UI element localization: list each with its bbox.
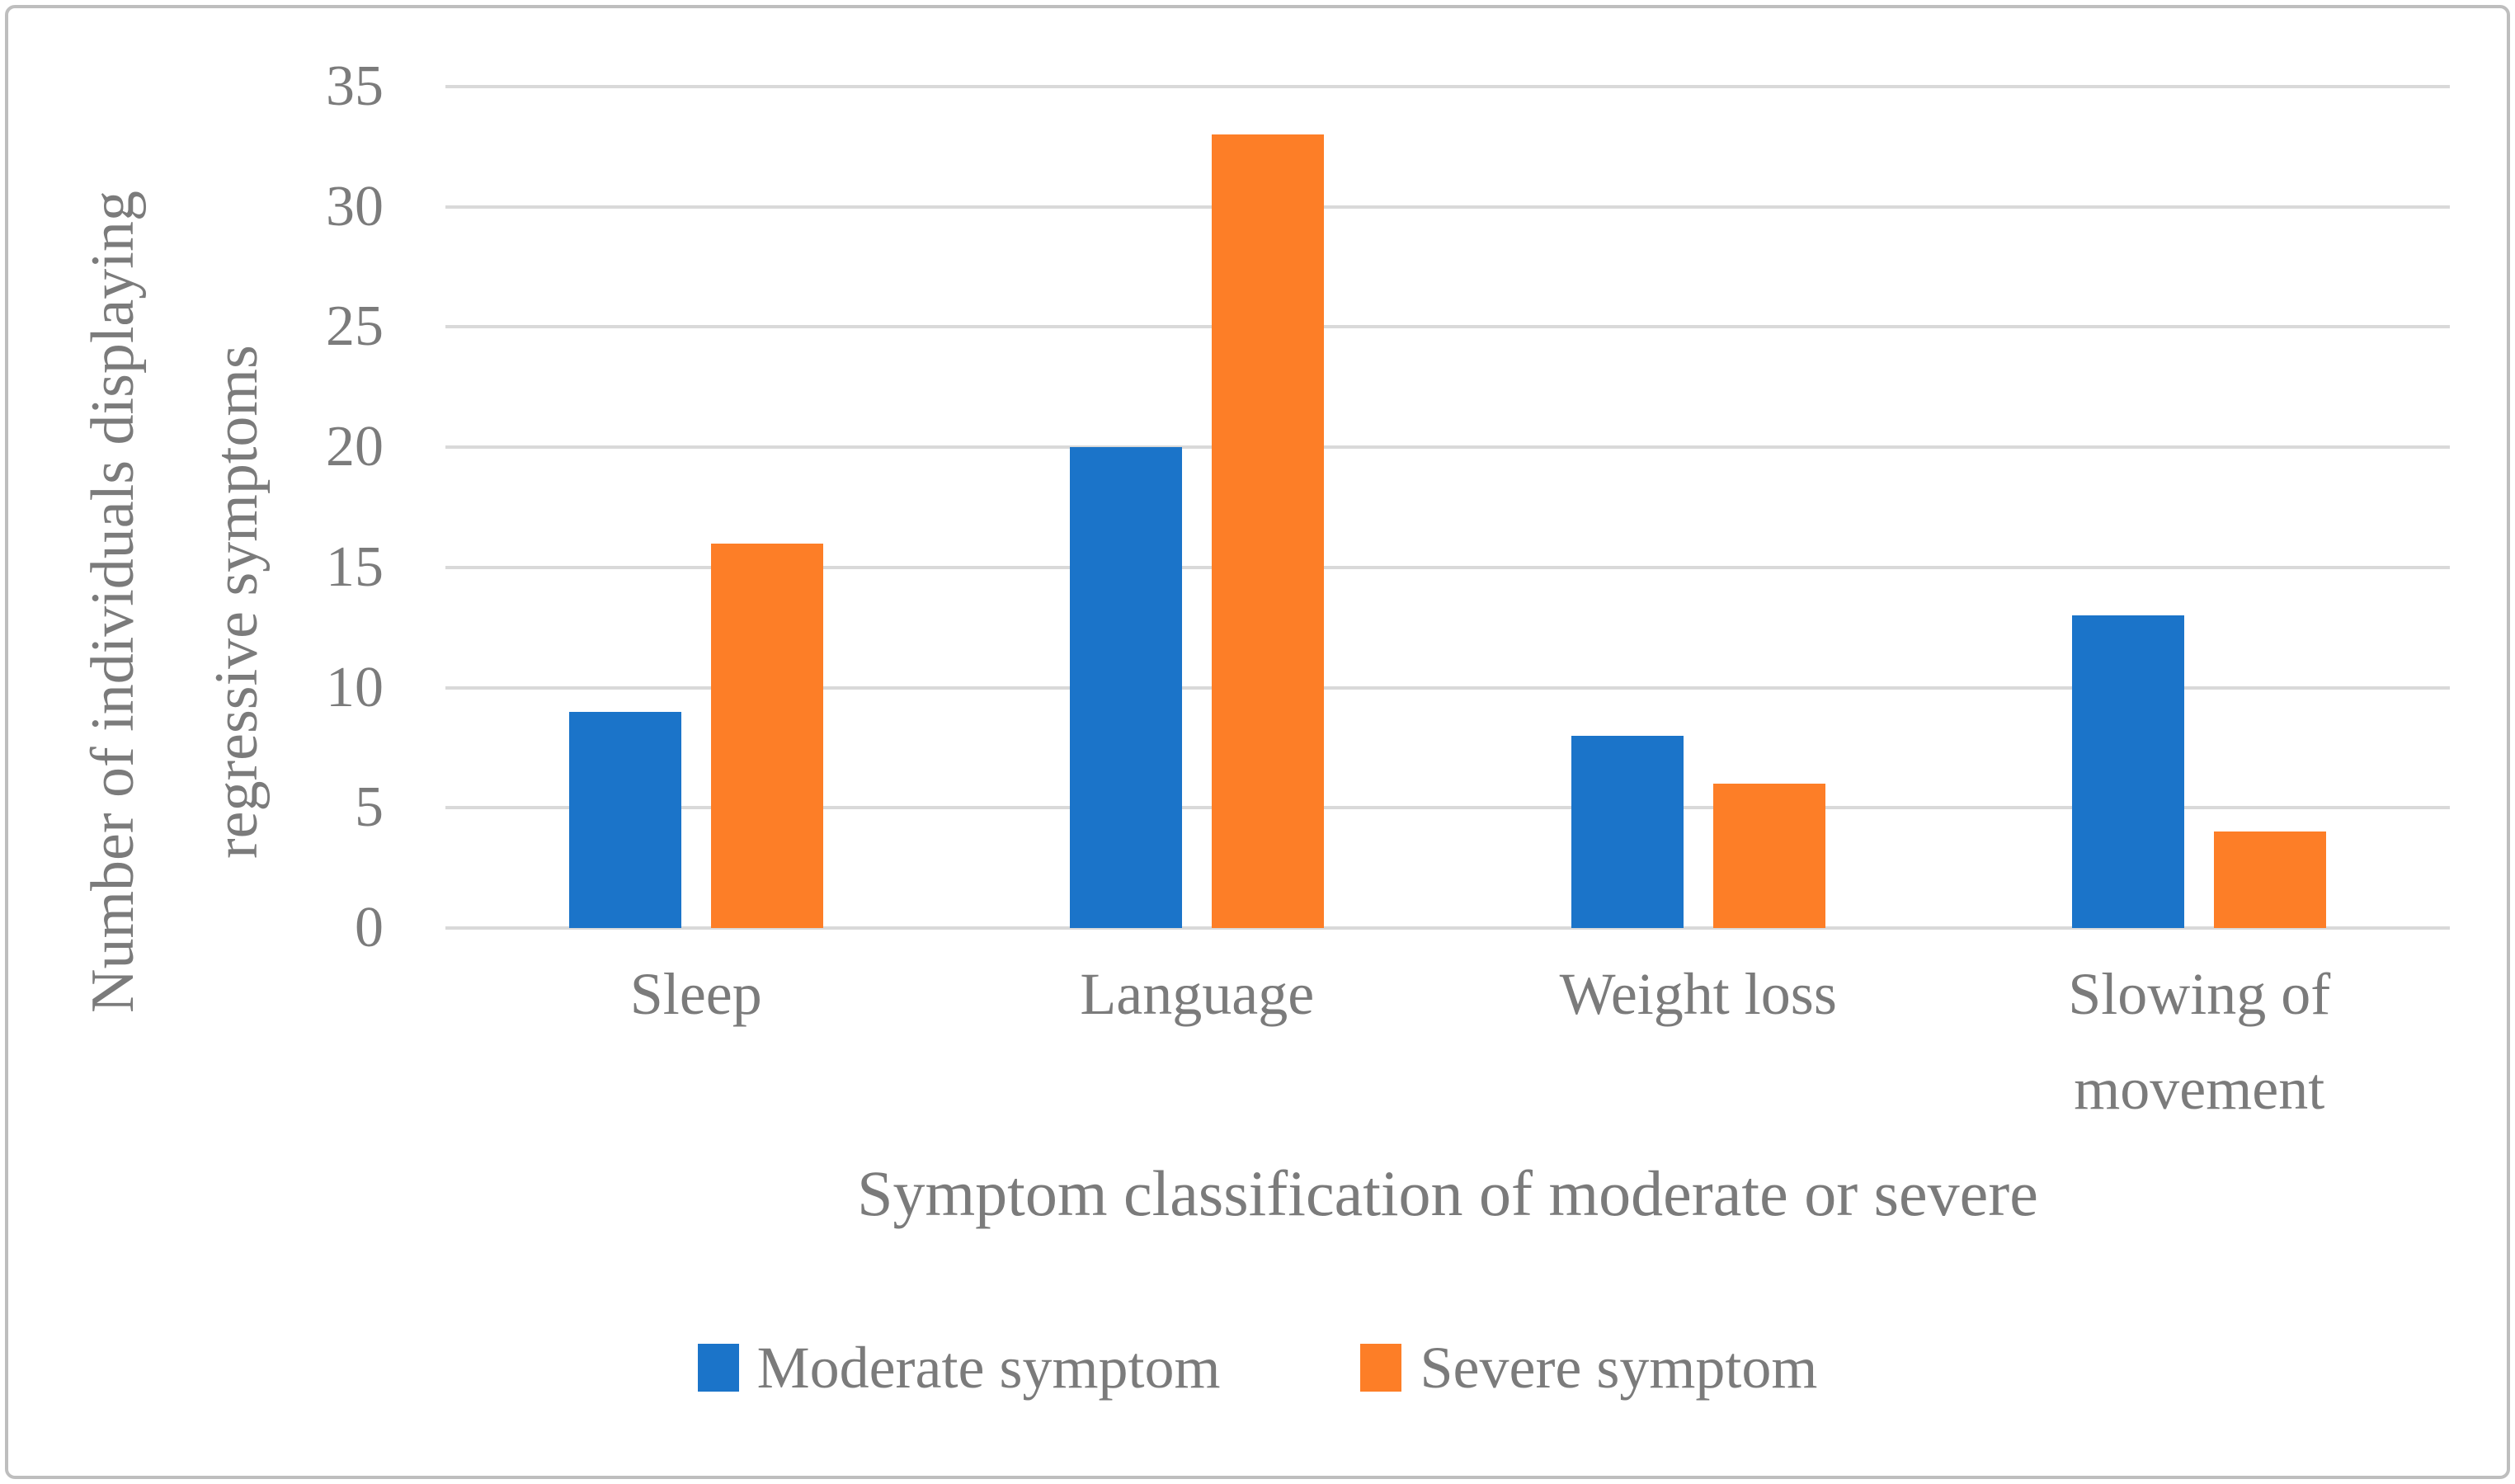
bar-moderate-symptom-3 — [2072, 615, 2185, 928]
x-category-labels: Sleep Language Weight loss Slowing of movem… — [445, 947, 2450, 1137]
bar-severe-symptom-0 — [710, 543, 823, 928]
bar-moderate-symptom-0 — [568, 711, 681, 928]
y-tick-label-15: 15 — [326, 535, 384, 599]
x-axis-title: Symptom classification of moderate or se… — [857, 1157, 2038, 1229]
bar-severe-symptom-3 — [2214, 832, 2327, 928]
gridline-y-35 — [445, 85, 2450, 88]
x-category-label-2: Weight loss — [1559, 961, 1837, 1027]
y-tick-label-0: 0 — [355, 896, 384, 959]
x-category-label-0: Sleep — [629, 961, 762, 1027]
gridline-y-15 — [445, 565, 2450, 569]
y-tick-label-20: 20 — [326, 415, 384, 479]
legend-swatch-icon — [697, 1344, 739, 1392]
x-category-label-3: Slowing of movement — [2068, 961, 2331, 1123]
bar-severe-symptom-1 — [1212, 134, 1325, 928]
gridline-y-5 — [445, 806, 2450, 810]
x-category-label-1: Language — [1080, 961, 1315, 1027]
gridline-y-20 — [445, 445, 2450, 450]
bar-moderate-symptom-2 — [1571, 735, 1684, 928]
gridline-y-25 — [445, 325, 2450, 329]
bar-group-2 — [1448, 87, 1949, 928]
bar-moderate-symptom-1 — [1070, 447, 1183, 928]
y-tick-label-25: 25 — [326, 294, 384, 359]
y-tick-label-35: 35 — [326, 54, 384, 118]
bar-group-1 — [947, 87, 1448, 928]
y-tick-label-10: 10 — [326, 655, 384, 719]
legend-label: Moderate symptom — [756, 1335, 1221, 1401]
chart-legend: Moderate symptom Severe symptom — [8, 1338, 2507, 1397]
chart-figure: Number of individuals displaying regress… — [5, 5, 2510, 1479]
legend-label: Severe symptom — [1420, 1335, 1818, 1401]
legend-item-severe-symptom: Severe symptom — [1360, 1338, 1817, 1397]
bar-group-0 — [445, 87, 947, 928]
y-axis-tick-labels: 0 5 10 15 20 25 30 35 — [198, 58, 384, 957]
y-tick-label-5: 5 — [355, 775, 384, 840]
bar-severe-symptom-2 — [1712, 784, 1825, 928]
y-tick-label-30: 30 — [326, 174, 384, 238]
legend-item-moderate-symptom: Moderate symptom — [697, 1335, 1221, 1401]
gridline-y-10 — [445, 685, 2450, 690]
gridline-y-0 — [445, 926, 2450, 930]
legend-swatch-icon — [1360, 1344, 1402, 1392]
plot-area — [445, 85, 2451, 930]
gridline-y-30 — [445, 205, 2450, 209]
bar-group-3 — [1949, 87, 2451, 928]
